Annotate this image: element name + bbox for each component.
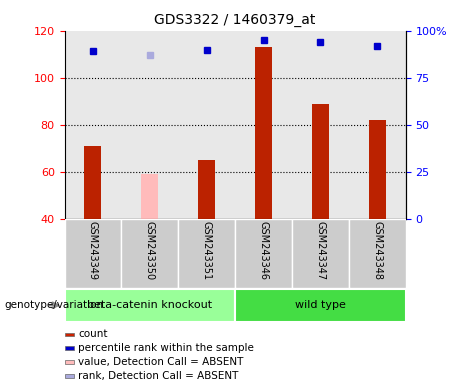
Text: beta-catenin knockout: beta-catenin knockout: [87, 300, 213, 310]
Bar: [178, 219, 235, 288]
Text: wild type: wild type: [295, 300, 346, 310]
Bar: [198, 160, 215, 219]
Bar: [65, 289, 235, 322]
Bar: [65, 374, 74, 378]
Bar: [65, 333, 74, 336]
Text: GSM243351: GSM243351: [201, 221, 212, 280]
Bar: [255, 47, 272, 219]
Bar: [65, 219, 121, 288]
Text: percentile rank within the sample: percentile rank within the sample: [78, 343, 254, 353]
Bar: [292, 219, 349, 288]
Text: genotype/variation: genotype/variation: [5, 300, 104, 310]
Text: GSM243346: GSM243346: [259, 221, 269, 280]
Bar: [65, 360, 74, 364]
Bar: [235, 289, 406, 322]
Text: count: count: [78, 329, 107, 339]
Bar: [369, 120, 386, 219]
Text: GSM243347: GSM243347: [315, 221, 325, 280]
Bar: [121, 219, 178, 288]
Text: value, Detection Call = ABSENT: value, Detection Call = ABSENT: [78, 357, 243, 367]
Bar: [142, 174, 159, 219]
Bar: [65, 346, 74, 350]
Text: GSM243349: GSM243349: [88, 221, 98, 280]
Text: rank, Detection Call = ABSENT: rank, Detection Call = ABSENT: [78, 371, 238, 381]
Bar: [235, 219, 292, 288]
Bar: [312, 104, 329, 219]
Text: GSM243348: GSM243348: [372, 221, 382, 280]
Title: GDS3322 / 1460379_at: GDS3322 / 1460379_at: [154, 13, 316, 27]
Bar: [349, 219, 406, 288]
Text: GSM243350: GSM243350: [145, 221, 155, 280]
Bar: [84, 146, 101, 219]
